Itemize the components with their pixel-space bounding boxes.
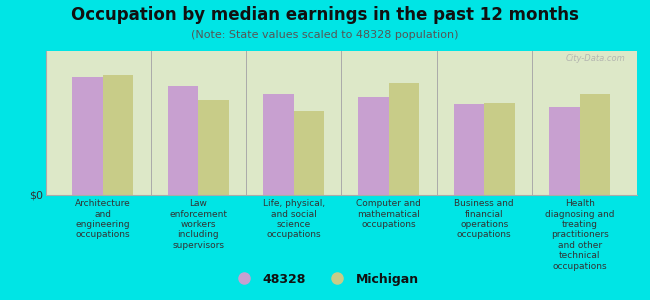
Text: City-Data.com: City-Data.com (566, 54, 625, 63)
Bar (484, 103, 515, 195)
Bar (358, 97, 389, 195)
Bar (263, 94, 294, 195)
Legend: 48328, Michigan: 48328, Michigan (226, 268, 424, 291)
Bar (294, 112, 324, 195)
Text: (Note: State values scaled to 48328 population): (Note: State values scaled to 48328 popu… (191, 30, 459, 40)
Bar (198, 100, 229, 195)
Bar (389, 83, 419, 195)
Bar (580, 94, 610, 195)
Bar (103, 76, 133, 195)
Bar (72, 77, 103, 195)
Bar (549, 107, 580, 195)
Bar (454, 104, 484, 195)
Bar (168, 85, 198, 195)
Text: Occupation by median earnings in the past 12 months: Occupation by median earnings in the pas… (71, 6, 579, 24)
